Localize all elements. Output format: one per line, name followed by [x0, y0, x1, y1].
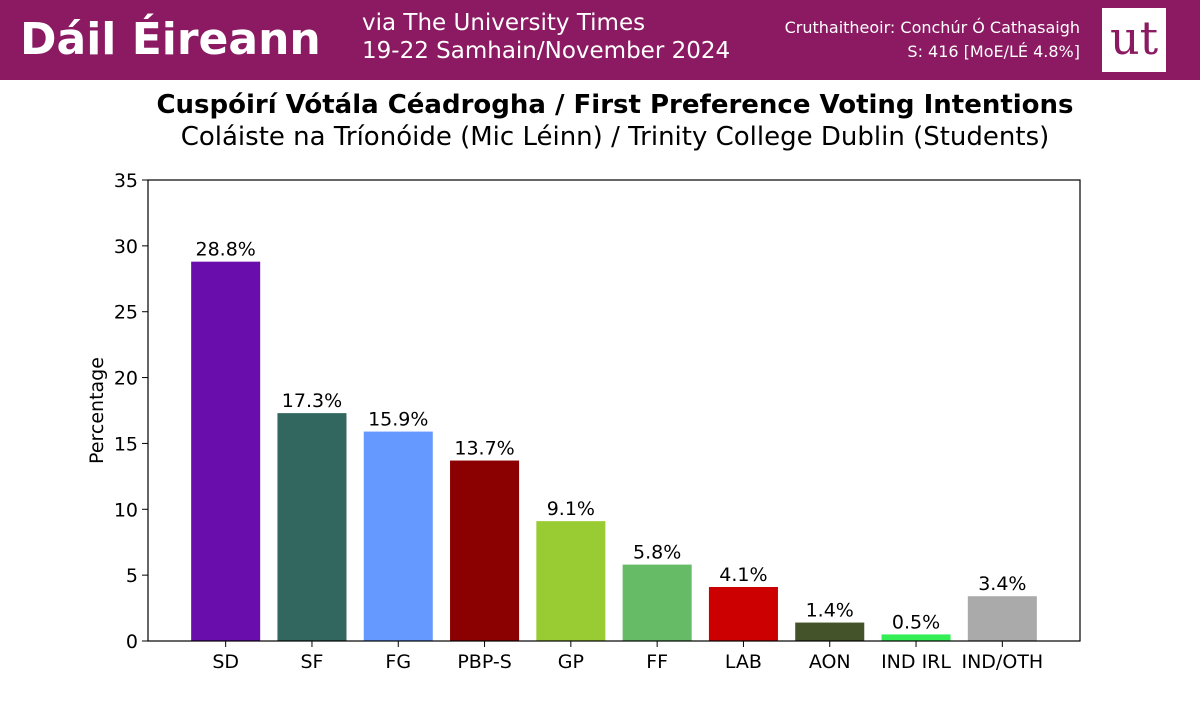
y-tick-label: 35 [114, 170, 138, 192]
university-times-logo: ut [1102, 8, 1166, 72]
x-tick-label: IND IRL [881, 651, 951, 673]
y-tick-label: 10 [114, 499, 138, 521]
chart-subtitle: Coláiste na Tríonóide (Mic Léinn) / Trin… [180, 122, 1050, 152]
bars-group [191, 261, 1037, 641]
y-tick-label: 15 [114, 433, 138, 455]
y-tick-label: 0 [126, 631, 138, 653]
bar [967, 596, 1037, 641]
bar [708, 586, 778, 641]
y-axis: 0 5 10 15 20 25 30 35 [114, 170, 148, 653]
bar [881, 634, 951, 641]
y-tick-label: 5 [126, 565, 138, 587]
x-tick-label: FG [385, 651, 411, 673]
bar [191, 261, 261, 641]
value-label: 13.7% [454, 438, 514, 460]
value-label: 15.9% [368, 409, 428, 431]
y-tick-label: 20 [114, 368, 138, 390]
x-tick-label: FF [646, 651, 668, 673]
y-tick-label: 25 [114, 302, 138, 324]
chart-title: Cuspóirí Vótála Céadrogha / First Prefer… [156, 90, 1074, 120]
x-tick-label: AON [809, 651, 851, 673]
bar [363, 431, 433, 641]
value-label: 17.3% [282, 390, 342, 412]
x-tick-label: IND/OTH [961, 651, 1043, 673]
value-labels-group: 28.8% 17.3% 15.9% 13.7% 9.1% 5.8% 4.1% 1.4% 0.5%… [195, 239, 1026, 634]
y-tick-label: 30 [114, 236, 138, 258]
bar [277, 413, 347, 641]
value-label: 4.1% [719, 564, 767, 586]
bar [450, 460, 520, 641]
credit-block: Cruthaitheoir: Conchúr Ó Cathasaigh S: 4… [785, 16, 1080, 64]
value-label: 5.8% [633, 542, 681, 564]
logo-text: ut [1109, 11, 1159, 65]
x-axis: SD SF FG PBP-S GP FF LAB AON IND IRL IND/OTH [212, 641, 1043, 673]
author-credit: Cruthaitheoir: Conchúr Ó Cathasaigh [784, 18, 1080, 37]
x-tick-label: LAB [725, 651, 762, 673]
poll-source: via The University Times 19-22 Samhain/N… [362, 9, 730, 65]
bar [622, 564, 692, 641]
sample-size: S: 416 [MoE/LÉ 4.8%] [907, 42, 1080, 61]
value-label: 28.8% [195, 239, 255, 261]
bar [795, 622, 865, 641]
x-tick-label: SD [212, 651, 239, 673]
fieldwork-dates: 19-22 Samhain/November 2024 [362, 38, 731, 64]
header-banner: Dáil Éireann via The University Times 19… [0, 0, 1200, 80]
x-tick-label: PBP-S [457, 651, 511, 673]
main-title: Dáil Éireann [20, 14, 321, 65]
x-tick-label: SF [300, 651, 323, 673]
value-label: 0.5% [892, 611, 940, 633]
source-line: via The University Times [362, 10, 646, 36]
value-label: 9.1% [547, 498, 595, 520]
x-tick-label: GP [558, 651, 584, 673]
value-label: 3.4% [978, 573, 1026, 595]
value-label: 1.4% [806, 600, 854, 622]
plot-frame [147, 179, 1081, 642]
y-axis-label: Percentage [86, 357, 108, 464]
bar [536, 521, 606, 641]
